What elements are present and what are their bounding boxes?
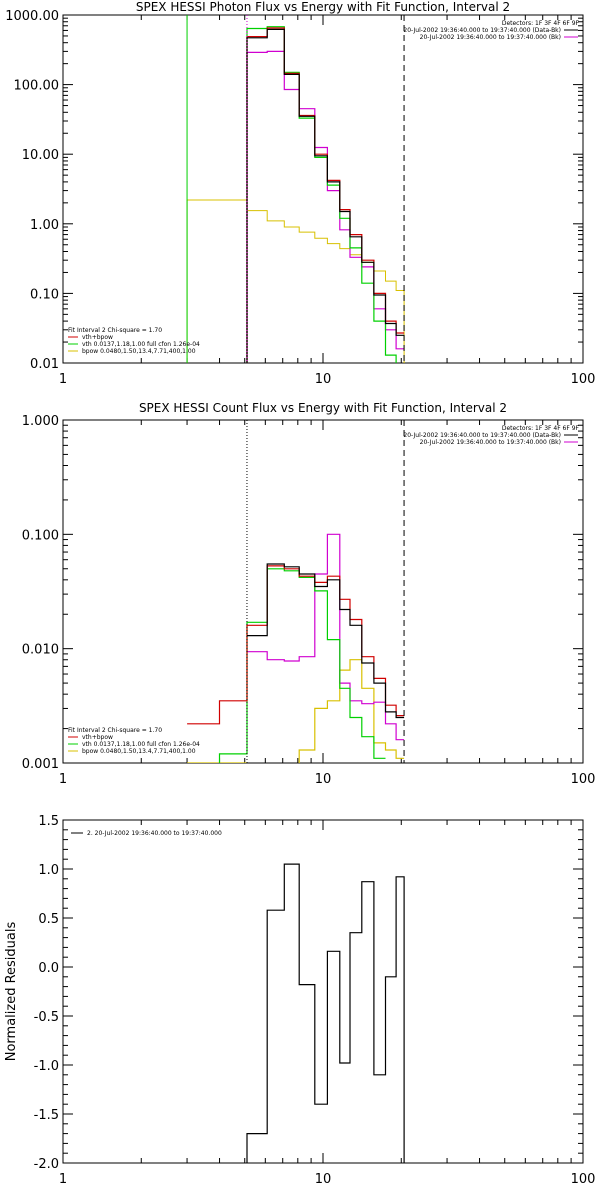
legend-entry: vth+bpow [82, 734, 113, 741]
y-tick-label: 0.100 [22, 528, 59, 543]
x-tick-label: 10 [315, 772, 332, 787]
bpow-component-line [186, 199, 405, 363]
legend-entry: vth+bpow [82, 334, 113, 341]
x-tick-label: 10 [315, 1172, 332, 1187]
total-fit-series-line [187, 565, 405, 725]
plot-frame [62, 819, 584, 1164]
residuals-panel: 1 10 100 -2.0 -1.5 -1.0 -0.5 0.0 0.5 1.0 1.5 Normal… [4, 814, 596, 1187]
total-fit-series-line [246, 27, 405, 363]
y-tick-label: 0.01 [30, 357, 59, 372]
legend-entry: vth 0.0137,1.18,1.00 full cfon 1.26e-04 [82, 741, 200, 748]
y-tick-label: 1.000 [22, 414, 59, 429]
chart-title: SPEX HESSI Photon Flux vs Energy with Fi… [136, 0, 510, 14]
legend-entry: Detectors: 1F 3F 4F 6F 9F [502, 20, 580, 27]
series-group [246, 863, 405, 1163]
y-tick-label: 0.001 [22, 757, 59, 772]
y-tick-label: 1.5 [38, 814, 59, 829]
legend-entry: 20-Jul-2002 19:36:40.000 to 19:37:40.000… [420, 34, 561, 41]
legend-entry: Fit Interval 2 Chi-square = 1.70 [68, 727, 162, 734]
legend-entry: bpow 0.0480,1.50,13.4,7.71,400,1.00 [82, 748, 196, 755]
legend-entry: 20-Jul-2002 19:36:40.000 to 19:37:40.000… [403, 432, 561, 439]
y-axis-label: Normalized Residuals [4, 922, 19, 1062]
y-tick-label: 1.00 [30, 218, 59, 233]
vth-series-line [218, 568, 386, 763]
plot-frame [62, 14, 584, 364]
y-tick-label: 1000.00 [5, 9, 59, 24]
legend-entry: 20-Jul-2002 19:36:40.000 to 19:37:40.000… [403, 27, 561, 34]
y-tick-label: -1.0 [34, 1059, 59, 1074]
y-tick-label: 100.00 [14, 79, 60, 94]
vth-series-line [246, 26, 397, 363]
bpow-series-line [187, 659, 405, 763]
legend-entry: 20-Jul-2002 19:36:40.000 to 19:37:40.000… [420, 439, 561, 446]
y-tick-label: 0.0 [38, 961, 59, 976]
x-tick-label: 1 [59, 372, 67, 387]
legend-entry: vth 0.0137,1.18,1.00 full cfon 1.26e-04 [82, 341, 200, 348]
y-tick-label: 1.0 [38, 863, 59, 878]
x-tick-label: 10 [315, 372, 332, 387]
y-tick-label: 0.10 [30, 287, 59, 302]
legend-entry: Detectors: 1F 3F 4F 6F 9F [502, 425, 580, 432]
y-tick-label: 0.010 [22, 643, 59, 658]
y-tick-label: 0.5 [38, 912, 59, 927]
x-tick-label: 1 [59, 1172, 67, 1187]
data-series-line [247, 563, 405, 719]
legend-entry: Fit Interval 2 Chi-square = 1.70 [68, 327, 162, 334]
x-tick-label: 100 [571, 372, 596, 387]
data-series-line [246, 28, 405, 363]
y-tick-label: -0.5 [34, 1010, 59, 1025]
series-group [186, 15, 405, 363]
chart-title: SPEX HESSI Count Flux vs Energy with Fit… [139, 401, 507, 415]
data-series-line [246, 863, 405, 1163]
background-model-series-line [246, 50, 405, 363]
x-tick-label: 1 [59, 772, 67, 787]
y-tick-label: 10.00 [22, 148, 59, 163]
x-tick-label: 100 [571, 772, 596, 787]
legend-entry: 2. 20-Jul-2002 19:36:40.000 to 19:37:40.… [87, 830, 222, 837]
series-group [187, 533, 405, 763]
y-tick-label: -1.5 [34, 1108, 59, 1123]
legend-entry: bpow 0.0480,1.50,13.4,7.71,400,1.00 [82, 348, 196, 355]
count-flux-panel: SPEX HESSI Count Flux vs Energy with Fit… [22, 401, 596, 787]
y-tick-label: -2.0 [34, 1157, 59, 1172]
x-tick-label: 100 [571, 1172, 596, 1187]
photon-flux-panel: SPEX HESSI Photon Flux vs Energy with Fi… [5, 0, 595, 387]
